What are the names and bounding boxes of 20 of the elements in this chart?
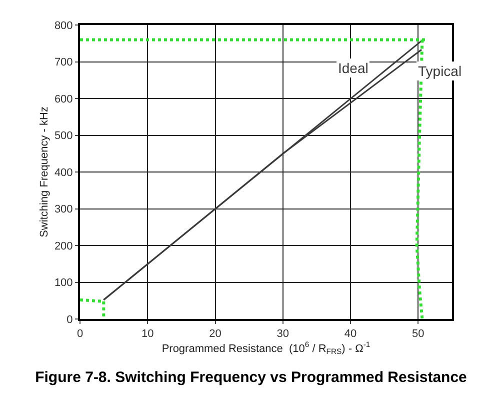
x-tick-label: 50 bbox=[412, 328, 424, 340]
y-axis-title: Switching Frequency - kHz bbox=[38, 106, 51, 238]
y-tick-label: 400 bbox=[54, 166, 73, 179]
series-label: Typical bbox=[418, 63, 462, 79]
y-tick-label: 800 bbox=[54, 20, 73, 32]
y-tick-label: 500 bbox=[54, 130, 73, 142]
x-tick-label: 0 bbox=[76, 328, 84, 340]
x-tick-label: 10 bbox=[142, 328, 154, 340]
y-tick-label: 600 bbox=[54, 93, 73, 106]
y-tick-label: 100 bbox=[54, 277, 73, 290]
x-tick-label: 40 bbox=[344, 328, 357, 340]
y-tick-label: 700 bbox=[54, 56, 73, 69]
y-tick-label: 300 bbox=[54, 204, 73, 216]
y-tick-label: 200 bbox=[54, 240, 73, 252]
x-tick-label: 30 bbox=[276, 328, 290, 340]
text: Figure 7-8. Switching Frequency vs Programmed Resistance bbox=[35, 369, 467, 386]
x-axis-title: Programmed Resistance (10$^{6}$ / R$_{FRS}$) - Ω$^{-1}$ bbox=[162, 340, 370, 356]
y-tick-label: 0 bbox=[66, 314, 73, 326]
x-tick-label: 20 bbox=[209, 328, 222, 340]
series-label: Ideal bbox=[338, 60, 368, 76]
